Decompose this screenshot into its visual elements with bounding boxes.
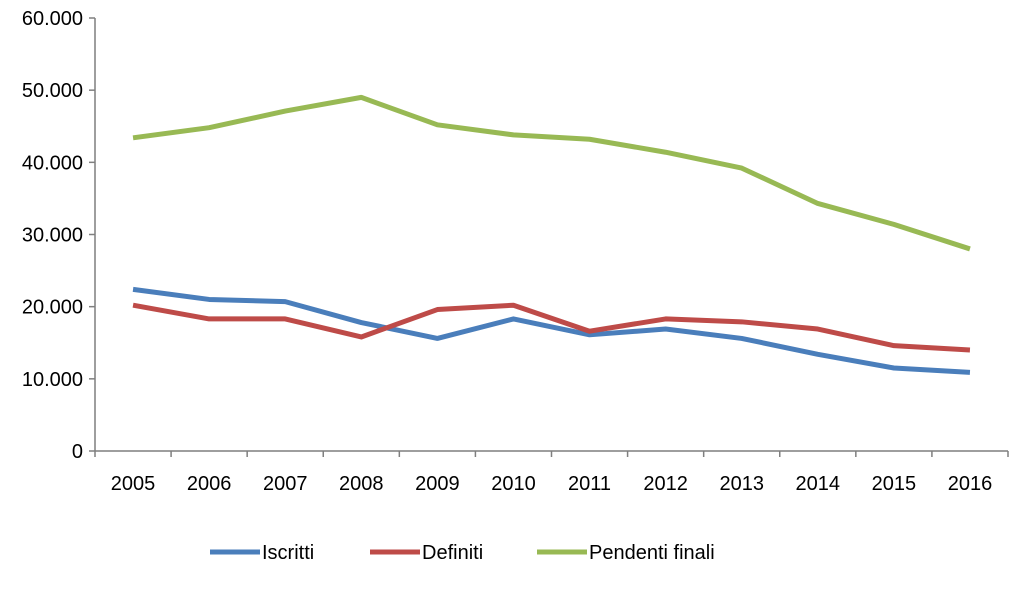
x-tick-label: 2016 bbox=[948, 473, 993, 495]
y-tick-label: 0 bbox=[72, 441, 83, 463]
legend-label: Pendenti finali bbox=[589, 542, 715, 564]
series-group bbox=[132, 94, 971, 375]
x-tick-label: 2013 bbox=[719, 473, 764, 495]
x-tick-label: 2005 bbox=[111, 473, 156, 495]
y-tick-label: 40.000 bbox=[22, 152, 83, 174]
y-tick-label: 60.000 bbox=[22, 8, 83, 30]
x-tick-label: 2010 bbox=[491, 473, 536, 495]
legend-label: Iscritti bbox=[262, 542, 314, 564]
legend: Iscritti Definiti Pendenti finali bbox=[210, 542, 715, 564]
x-tick-label: 2009 bbox=[415, 473, 460, 495]
x-tick-label: 2012 bbox=[643, 473, 688, 495]
x-tick-label: 2007 bbox=[263, 473, 308, 495]
y-tick-label: 30.000 bbox=[22, 225, 83, 247]
x-tick-label: 2006 bbox=[187, 473, 232, 495]
series-line-iscritti bbox=[132, 286, 971, 375]
x-tick-label: 2015 bbox=[872, 473, 917, 495]
x-axis: 2005 2006 2007 2008 2009 2010 2011 2012 2013 2014… bbox=[94, 450, 1009, 495]
x-tick-label: 2014 bbox=[796, 473, 841, 495]
y-tick-label: 10.000 bbox=[22, 369, 83, 391]
y-tick-label: 20.000 bbox=[22, 297, 83, 319]
y-axis: 0 10.000 20.000 30.000 40.000 50.000 60.000 bbox=[22, 8, 96, 463]
x-tick-label: 2011 bbox=[568, 473, 611, 495]
x-tick-label: 2008 bbox=[339, 473, 384, 495]
legend-label: Definiti bbox=[422, 542, 483, 564]
series-line-definiti bbox=[132, 302, 971, 353]
y-tick-label: 50.000 bbox=[22, 80, 83, 102]
series-line-pendenti-finali bbox=[132, 94, 971, 252]
